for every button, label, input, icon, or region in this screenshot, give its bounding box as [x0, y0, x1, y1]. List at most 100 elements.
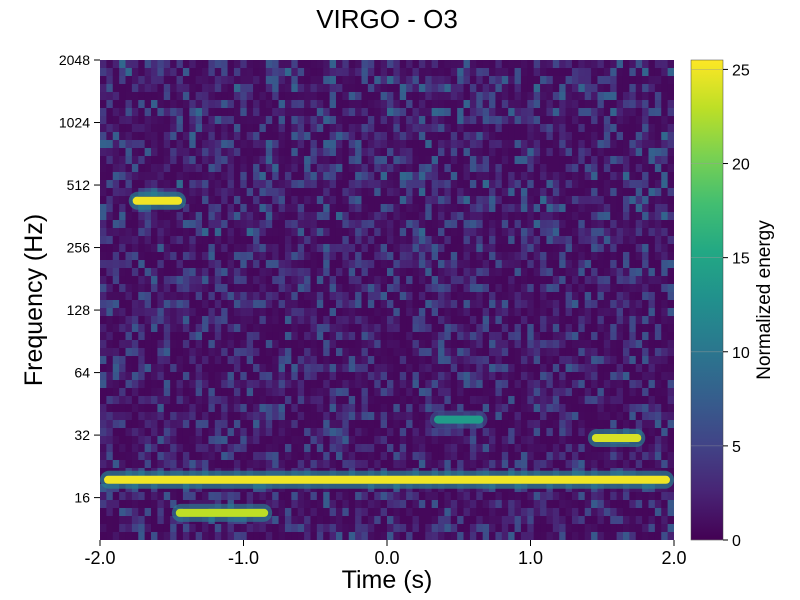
heatmap-cell: [163, 76, 171, 85]
heatmap-cell: [195, 324, 203, 333]
heatmap-cell: [335, 388, 343, 397]
heatmap-cell: [202, 388, 209, 397]
heatmap-cell: [591, 412, 598, 421]
heatmap-cell: [661, 284, 669, 293]
heatmap-cell: [552, 364, 560, 373]
heatmap-cell: [182, 228, 190, 237]
heatmap-cell: [112, 276, 120, 285]
heatmap-cell: [393, 180, 401, 189]
heatmap-cell: [335, 452, 343, 461]
heatmap-cell: [240, 444, 248, 453]
heatmap-cell: [259, 100, 267, 109]
heatmap-cell: [214, 84, 222, 93]
heatmap-cell: [176, 444, 184, 453]
heatmap-cell: [374, 100, 382, 109]
heatmap-cell: [151, 140, 158, 149]
heatmap-cell: [425, 364, 433, 373]
heatmap-cell: [667, 100, 674, 109]
heatmap-cell: [348, 236, 356, 245]
heatmap-cell: [227, 244, 235, 253]
heatmap-cell: [622, 228, 630, 237]
heatmap-cell: [463, 460, 471, 469]
heatmap-cell: [482, 284, 490, 293]
heatmap-cell: [291, 68, 299, 77]
heatmap-cell: [469, 260, 477, 269]
heatmap-cell: [195, 260, 203, 269]
heatmap-cell: [374, 132, 382, 141]
heatmap-cell: [610, 156, 617, 165]
heatmap-cell: [163, 308, 171, 317]
heatmap-cell: [176, 428, 184, 437]
heatmap-cell: [323, 300, 330, 309]
heatmap-cell: [259, 356, 267, 365]
heatmap-cell: [412, 148, 420, 157]
heatmap-cell: [144, 420, 152, 429]
heatmap-cell: [233, 436, 241, 445]
heatmap-cell: [151, 100, 158, 109]
heatmap-cell: [469, 84, 477, 93]
heatmap-cell: [304, 76, 311, 85]
heatmap-cell: [144, 124, 152, 133]
heatmap-cell: [272, 396, 279, 405]
heatmap-cell: [457, 380, 464, 389]
heatmap-cell: [546, 276, 554, 285]
heatmap-cell: [387, 68, 394, 77]
heatmap-cell: [151, 500, 158, 509]
heatmap-cell: [476, 188, 484, 197]
heatmap-cell: [380, 188, 388, 197]
heatmap-cell: [482, 324, 490, 333]
heatmap-cell: [240, 204, 248, 213]
heatmap-cell: [157, 324, 165, 333]
heatmap-cell: [565, 260, 573, 269]
heatmap-cell: [387, 172, 394, 181]
heatmap-cell: [367, 388, 375, 397]
heatmap-cell: [552, 356, 560, 365]
heatmap-cell: [329, 204, 337, 213]
heatmap-cell: [546, 404, 554, 413]
heatmap-cell: [508, 428, 515, 437]
heatmap-cell: [622, 220, 630, 229]
heatmap-cell: [233, 68, 241, 77]
heatmap-cell: [622, 412, 630, 421]
heatmap-cell: [323, 60, 330, 69]
heatmap-cell: [661, 268, 669, 277]
heatmap-cell: [214, 276, 222, 285]
heatmap-cell: [469, 300, 477, 309]
heatmap-cell: [399, 292, 407, 301]
heatmap-cell: [571, 460, 579, 469]
heatmap-cell: [648, 348, 656, 357]
heatmap-cell: [170, 436, 177, 445]
heatmap-cell: [195, 124, 203, 133]
heatmap-cell: [374, 404, 382, 413]
heatmap-cell: [112, 188, 120, 197]
heatmap-cell: [348, 188, 356, 197]
heatmap-cell: [151, 260, 158, 269]
heatmap-cell: [431, 124, 439, 133]
heatmap-cell: [195, 492, 203, 501]
heatmap-cell: [616, 236, 624, 245]
heatmap-cell: [648, 380, 656, 389]
heatmap-cell: [253, 324, 260, 333]
heatmap-cell: [648, 388, 656, 397]
heatmap-cell: [112, 380, 120, 389]
heatmap-cell: [284, 444, 292, 453]
heatmap-cell: [240, 332, 248, 341]
heatmap-cell: [176, 276, 184, 285]
heatmap-cell: [571, 100, 579, 109]
heatmap-cell: [501, 164, 509, 173]
heatmap-cell: [463, 84, 471, 93]
heatmap-cell: [316, 228, 324, 237]
heatmap-cell: [552, 276, 560, 285]
heatmap-cell: [265, 428, 273, 437]
heatmap-cell: [112, 116, 120, 125]
heatmap-cell: [310, 460, 318, 469]
heatmap-cell: [144, 404, 152, 413]
heatmap-cell: [425, 68, 433, 77]
heatmap-cell: [654, 180, 662, 189]
heatmap-cell: [444, 84, 452, 93]
heatmap-cell: [431, 100, 439, 109]
heatmap-cell: [157, 148, 165, 157]
heatmap-cell: [648, 140, 656, 149]
heatmap-cell: [489, 444, 496, 453]
heatmap-cell: [240, 404, 248, 413]
